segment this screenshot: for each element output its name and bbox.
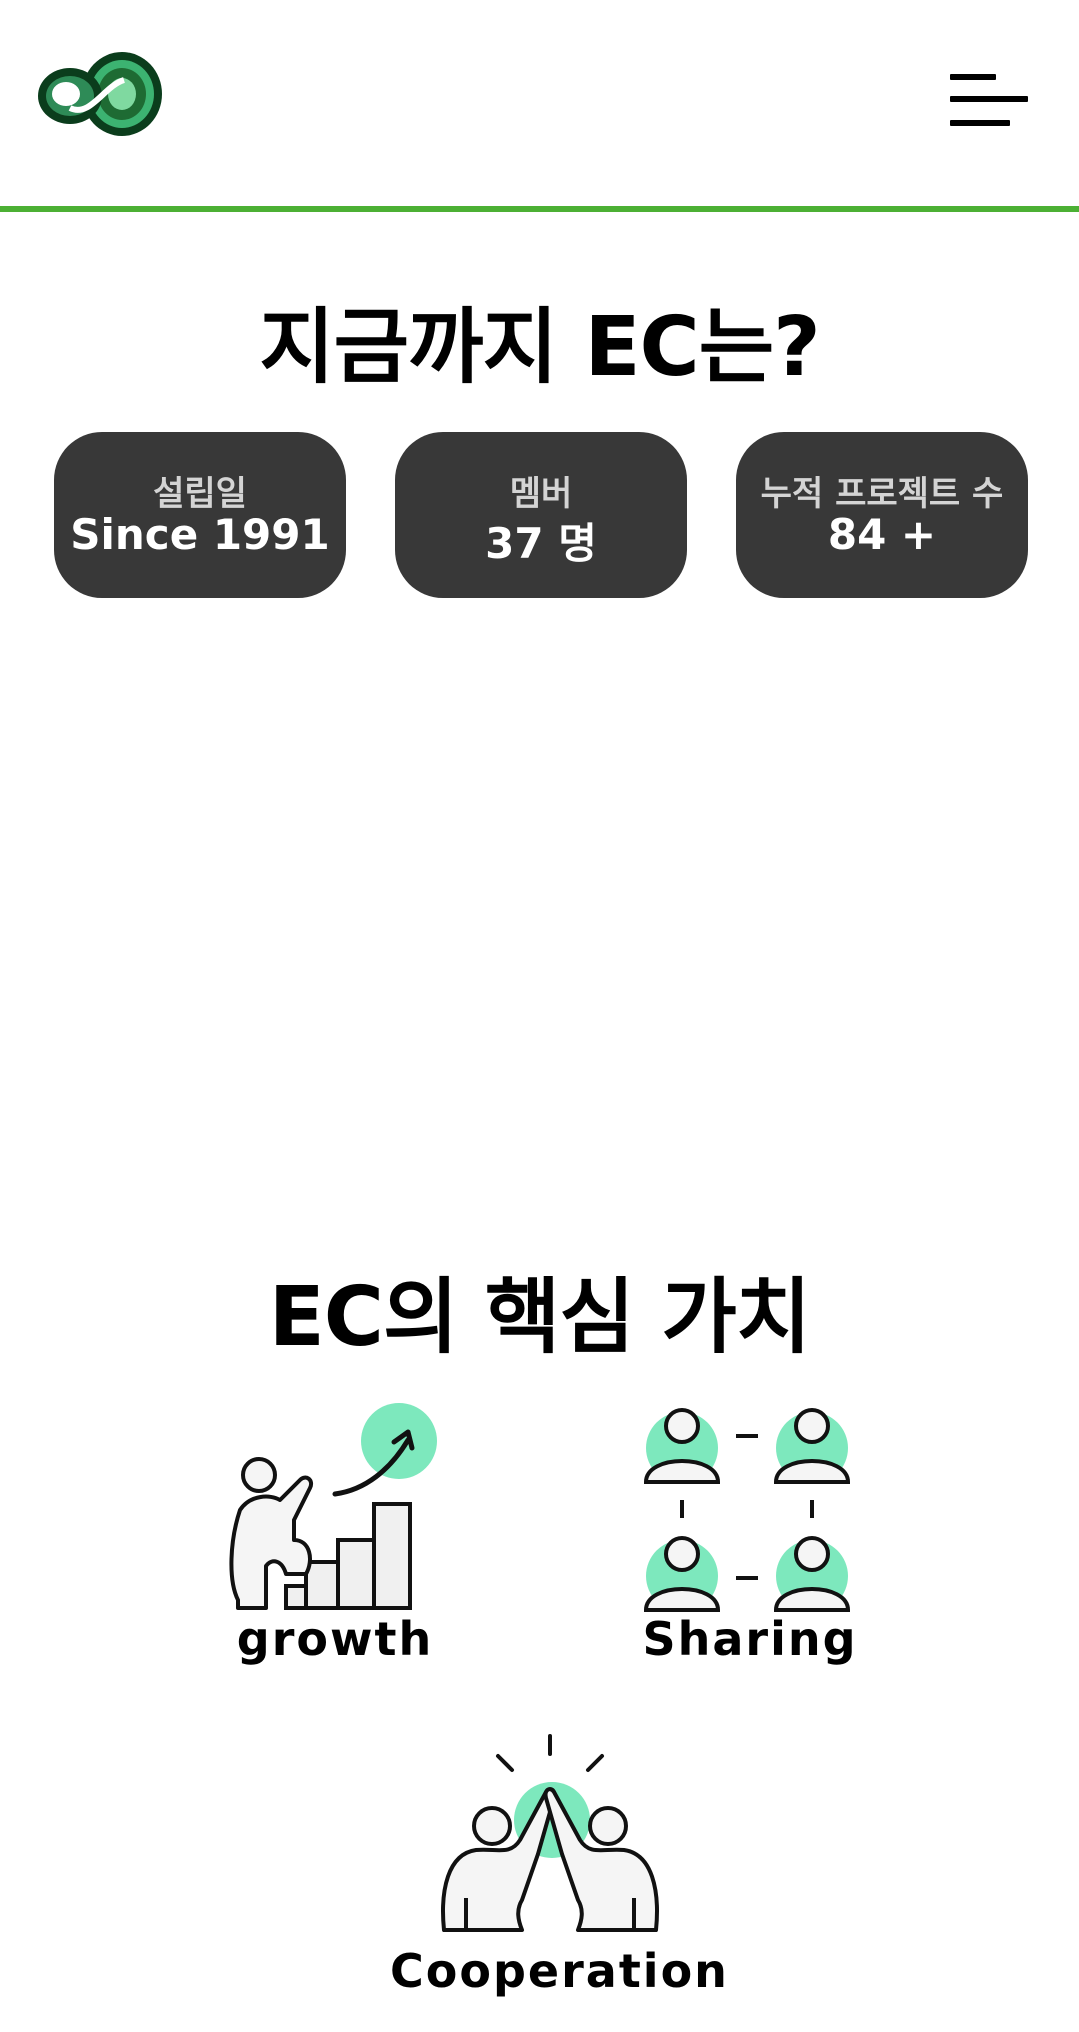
value-item-sharing: Sharing <box>630 1390 870 1680</box>
stat-label: 누적 프로젝트 수 <box>760 474 1004 514</box>
hamburger-menu-icon <box>950 120 1010 126</box>
value-item-growth: growth <box>210 1390 460 1680</box>
infinity-logo-icon[interactable] <box>34 46 166 142</box>
stat-card-projects: 누적 프로젝트 수 84 + <box>736 432 1028 598</box>
growth-chart-person-icon <box>229 1403 437 1610</box>
people-network-icon <box>643 1408 851 1612</box>
stat-card-founded: 설립일 Since 1991 <box>54 432 346 598</box>
value-label-cooperation: Cooperation <box>390 1944 729 1998</box>
values-title: EC의 핵심 가치 <box>268 1270 812 1365</box>
stat-label: 멤버 <box>509 474 573 514</box>
value-label-growth: growth <box>236 1612 434 1666</box>
hamburger-menu-icon <box>950 96 1028 102</box>
stats-title: 지금까지 EC는? <box>259 300 821 395</box>
stat-label: 설립일 <box>153 474 247 514</box>
hamburger-menu-icon <box>950 74 996 80</box>
menu-button[interactable] <box>946 68 1030 132</box>
header-divider <box>0 206 1079 212</box>
stat-value: 37 명 <box>485 519 597 568</box>
site-header <box>0 0 1079 206</box>
stat-card-members: 멤버 37 명 <box>395 432 687 598</box>
stat-value: Since 1991 <box>70 510 330 559</box>
value-item-cooperation: Cooperation <box>390 1730 729 2020</box>
stat-value: 84 + <box>827 510 937 559</box>
high-five-icon <box>441 1734 659 1932</box>
value-label-sharing: Sharing <box>642 1612 858 1666</box>
